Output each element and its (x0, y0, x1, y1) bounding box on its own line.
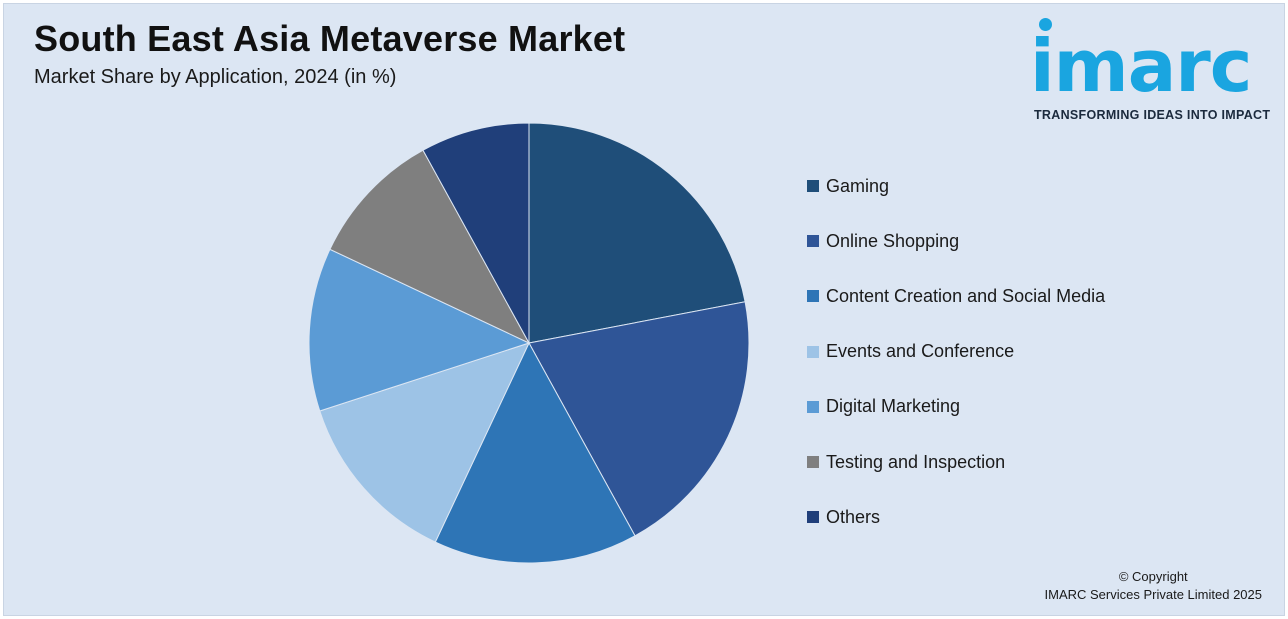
legend-swatch (807, 456, 819, 468)
legend-label: Online Shopping (826, 230, 960, 251)
chart-title: South East Asia Metaverse Market (34, 18, 626, 59)
legend-swatch (807, 180, 819, 192)
imarc-logo: imarc TRANSFORMING IDEAS INTO IMPACT (1030, 16, 1276, 126)
legend-item: Online Shopping (807, 229, 959, 253)
legend-swatch (807, 290, 819, 303)
legend-swatch (807, 345, 819, 358)
legend-item: Events and Conference (807, 340, 1014, 364)
pie-slice-digital-marketing (308, 248, 531, 412)
legend-label: Others (826, 506, 881, 527)
pie-slice-testing-and-inspection (329, 149, 531, 345)
pie-slice-gaming (528, 122, 746, 344)
logo-wordmark: imarc (1030, 24, 1252, 108)
pie-slice-online-shopping (528, 301, 750, 537)
copyright-notice: © Copyright IMARC Services Private Limit… (1045, 568, 1262, 604)
pie-chart (308, 122, 750, 564)
legend-item: Others (807, 505, 880, 529)
copyright-line-2: IMARC Services Private Limited 2025 (1044, 587, 1262, 602)
legend-label: Testing and Inspection (826, 451, 1006, 472)
chart-subtitle: Market Share by Application, 2024 (in %) (34, 66, 397, 88)
legend-item: Testing and Inspection (807, 450, 1005, 474)
legend-swatch (807, 511, 819, 524)
copyright-line-1: © Copyright (1118, 569, 1188, 584)
logo-tagline: TRANSFORMING IDEAS INTO IMPACT (1034, 108, 1271, 122)
pie-slice-content-creation-and-social-media (434, 341, 636, 564)
legend-item: Gaming (807, 174, 889, 198)
pie-slice-others (422, 122, 530, 344)
legend-label: Content Creation and Social Media (826, 285, 1106, 306)
legend-item: Digital Marketing (807, 395, 960, 419)
legend-swatch (807, 400, 819, 413)
pie-slice-events-and-conference (319, 342, 530, 543)
legend-label: Events and Conference (826, 341, 1015, 362)
legend-item: Content Creation and Social Media (807, 284, 1105, 308)
legend-label: Gaming (826, 175, 890, 196)
legend-swatch (807, 235, 819, 248)
logo-dot-icon (1039, 18, 1052, 31)
legend-label: Digital Marketing (826, 396, 961, 417)
chart-frame: South East Asia Metaverse Market Market … (3, 3, 1285, 616)
